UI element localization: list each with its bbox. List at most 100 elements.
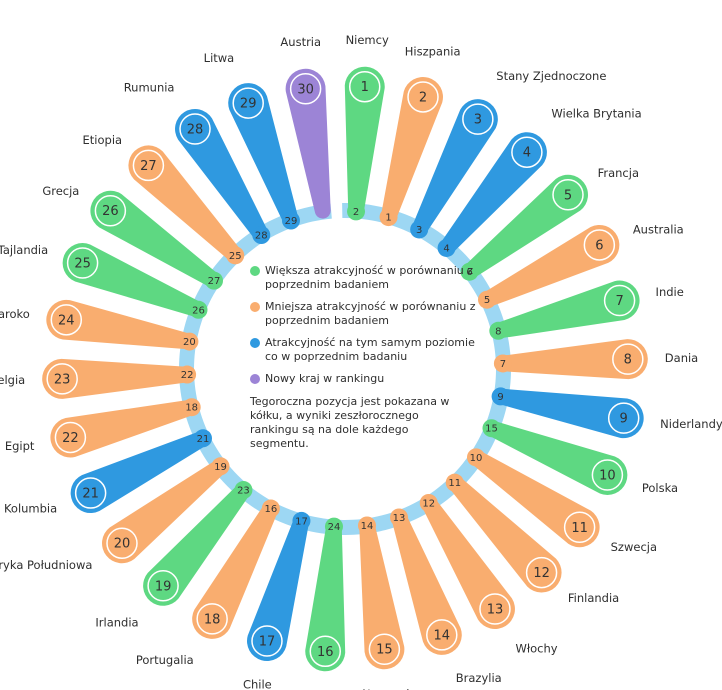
country-label: Belgia <box>0 373 25 387</box>
rank-badge <box>583 229 616 261</box>
chart-note: Tegoroczna pozycja jest pokazana w kółku… <box>250 395 450 450</box>
country-label: Dania <box>665 351 698 365</box>
petal-1: 1 2 Niemcy <box>344 33 389 221</box>
petal-25: 25 26 Tajlandia <box>0 243 208 319</box>
petal-12: 12 11 Finlandia <box>445 473 619 605</box>
rank-number: 30 <box>297 82 314 97</box>
petal-30: 30 Austria <box>280 35 331 219</box>
petal-bar <box>285 68 331 219</box>
petal-18: 18 16 Portugalia <box>136 499 280 667</box>
petal-bar <box>494 388 644 439</box>
legend-swatch-blue <box>250 338 260 348</box>
prev-rank-marker <box>347 202 366 221</box>
legend-label: Nowy kraj w rankingu <box>265 372 385 385</box>
rank-badge <box>289 73 322 105</box>
prev-rank-marker <box>419 493 438 512</box>
petal-22: 22 18 Egipt <box>5 398 201 458</box>
prev-rank-number: 9 <box>497 392 503 403</box>
country-label: Niemcy <box>346 33 389 47</box>
prev-rank-number: 10 <box>470 453 483 464</box>
prev-rank-number: 21 <box>197 434 210 445</box>
country-label: Wielka Brytania <box>551 106 641 120</box>
petal-bar <box>46 299 196 350</box>
prev-rank-marker <box>460 262 479 281</box>
rank-number: 24 <box>58 313 75 328</box>
prev-rank-number: 22 <box>181 370 194 381</box>
rank-badge <box>612 343 644 375</box>
rank-badge <box>232 87 264 119</box>
petal-6: 6 5 Australia <box>478 223 684 309</box>
rank-badge <box>603 284 636 317</box>
rank-badge <box>74 477 107 509</box>
prev-rank-number: 13 <box>393 513 406 524</box>
country-label: Szwecja <box>611 540 657 554</box>
country-label: Indie <box>656 285 684 299</box>
petal-23: 23 22 Belgia <box>0 358 197 399</box>
prev-rank-marker <box>489 321 508 340</box>
prev-rank-marker <box>390 508 409 527</box>
prev-rank-number: 5 <box>484 295 490 306</box>
petal-14: 14 13 Brazylia <box>390 508 502 685</box>
rank-badge <box>479 593 511 625</box>
prev-rank-marker <box>226 246 245 265</box>
prev-rank-number: 15 <box>485 424 498 435</box>
petal-bar <box>228 83 299 227</box>
rank-badge <box>106 527 138 559</box>
prev-rank-marker <box>261 499 280 518</box>
rank-number: 9 <box>620 412 628 427</box>
country-label: Grecja <box>42 184 79 198</box>
prev-rank-number: 17 <box>295 516 308 527</box>
rank-number: 17 <box>259 635 276 650</box>
petal-24: 24 20 Maroko <box>0 299 199 351</box>
rank-number: 20 <box>114 537 131 552</box>
prev-rank-number: 1 <box>385 213 391 224</box>
prev-rank-marker <box>491 387 510 406</box>
rank-number: 5 <box>564 188 572 203</box>
prev-rank-number: 7 <box>500 359 506 370</box>
country-label: Austria <box>280 35 321 49</box>
petal-20: 20 19 Afryka Południowa <box>0 457 230 572</box>
country-label: Brazylia <box>456 671 502 685</box>
prev-rank-marker <box>482 419 501 438</box>
petal-29: 29 29 Litwa <box>204 51 300 230</box>
prev-rank-marker <box>281 211 300 230</box>
prev-rank-marker <box>252 226 271 245</box>
country-label: Etiopia <box>83 133 123 147</box>
rank-badge <box>552 179 584 211</box>
country-label: Tajlandia <box>0 243 48 257</box>
prev-rank-marker <box>466 448 485 467</box>
country-label: Polska <box>642 481 678 495</box>
petal-16: 1624Japonia <box>301 517 346 690</box>
legend-swatch-purple <box>250 374 260 384</box>
legend-item-blue: Atrakcyjność na tym samym poziomie co w … <box>250 336 490 364</box>
rank-badge <box>46 363 78 395</box>
legend-item-green: Większa atrakcyjność w porównaniu z popr… <box>250 264 490 292</box>
rank-badge <box>94 194 127 227</box>
prev-rank-number: 4 <box>443 243 449 254</box>
country-label: Litwa <box>204 51 235 65</box>
rank-badge <box>147 570 179 602</box>
rank-badge <box>511 136 543 168</box>
rank-badge <box>132 149 165 182</box>
petal-bar <box>496 339 648 380</box>
prev-rank-marker <box>180 332 199 351</box>
prev-rank-marker <box>478 290 497 309</box>
country-label: Hiszpania <box>405 44 461 58</box>
country-label: Włochy <box>516 642 558 656</box>
prev-rank-number: 8 <box>495 326 501 337</box>
rank-number: 15 <box>376 643 393 658</box>
rank-number: 22 <box>62 431 79 446</box>
country-label: Chile <box>243 678 272 690</box>
legend-item-orange: Mniejsza atrakcyjność w porównaniu z pop… <box>250 300 490 328</box>
rank-badge <box>251 625 283 657</box>
rank-badge <box>348 70 381 103</box>
rank-number: 4 <box>523 146 531 161</box>
rank-number: 14 <box>434 628 451 643</box>
rank-badge <box>50 304 83 336</box>
petal-4: 4 4 Wielka Brytania <box>437 106 642 257</box>
petal-bar <box>391 511 462 655</box>
petal-10: 10 15 Polska <box>482 419 678 495</box>
rank-number: 27 <box>140 159 157 174</box>
rank-number: 29 <box>240 97 257 112</box>
